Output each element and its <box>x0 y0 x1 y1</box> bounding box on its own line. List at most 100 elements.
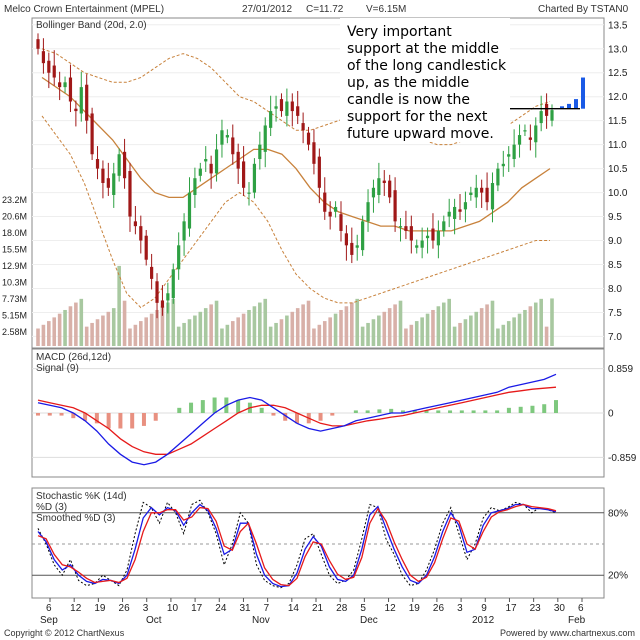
volume-bar <box>366 322 370 346</box>
volume-bar <box>166 302 170 346</box>
macd-axis: 0.859 0 -0.859 <box>608 364 637 464</box>
date-tick-label: 19 <box>409 603 421 614</box>
macd-histogram-bar <box>271 413 276 416</box>
volume-bar <box>187 319 192 346</box>
date-tick-label: 12 <box>385 603 397 614</box>
volume-bar <box>241 313 246 346</box>
volume-bar <box>144 317 149 346</box>
candle-body <box>68 77 73 102</box>
candle-body <box>312 142 316 164</box>
volume-bar <box>155 309 159 346</box>
price-tick-label: 8.5 <box>608 260 622 271</box>
date-tick-label: 9 <box>481 603 487 614</box>
volume-bar <box>528 306 533 346</box>
macd-line <box>37 373 557 466</box>
price-tick-label: 12.0 <box>608 92 628 103</box>
candle-body <box>485 187 489 203</box>
month-label: Dec <box>360 615 378 626</box>
stochastic-d-line <box>37 503 557 588</box>
annotation-line: support at the middle <box>347 41 499 57</box>
volume-bar <box>506 321 511 346</box>
volume-bar <box>193 315 197 346</box>
candle-body <box>534 125 538 143</box>
macd-lines <box>37 373 557 466</box>
date-tick-label: 6 <box>46 603 52 614</box>
annotation-line: future upward move. <box>347 126 494 142</box>
macd-histogram-bar <box>365 410 370 413</box>
volume-bar <box>79 298 84 346</box>
candle-body <box>214 149 219 174</box>
candle-body <box>361 221 365 251</box>
candle-body <box>474 187 478 198</box>
candle-body <box>112 173 116 195</box>
volume-bar <box>441 302 446 346</box>
candle-body <box>160 300 165 308</box>
price-tick-label: 10.0 <box>608 188 628 199</box>
volume-bar <box>539 298 543 346</box>
volume-bar <box>404 328 408 346</box>
volume-tick-label: 7.73M <box>2 294 27 304</box>
volume-bar <box>128 328 132 346</box>
candle-body <box>544 103 549 116</box>
macd-histogram-bar <box>471 410 476 413</box>
date-tick-label: 24 <box>215 603 227 614</box>
volume-bar <box>431 309 435 346</box>
candle-body <box>274 106 278 109</box>
candle-body <box>339 214 343 231</box>
candle-body <box>269 111 273 128</box>
date-tick-label: 28 <box>336 603 348 614</box>
candlesticks <box>36 33 585 319</box>
stoch-d-label: %D (3) <box>36 502 67 513</box>
macd-label: MACD (26d,12d) <box>36 352 111 363</box>
volume-tick-label: 23.2M <box>2 195 27 205</box>
date-tick-label: 3 <box>143 603 149 614</box>
volume-tick-label: 5.15M <box>2 311 27 321</box>
candle-body <box>355 245 359 248</box>
macd-histogram-bar <box>495 410 500 413</box>
candle-body <box>480 187 484 193</box>
volume-bar <box>447 298 451 346</box>
volume-bar <box>263 298 268 346</box>
candle-body <box>198 168 202 176</box>
volume-bar <box>106 311 111 346</box>
volume-bar <box>322 321 327 346</box>
volume-bar <box>344 306 349 346</box>
price-panel <box>31 17 605 349</box>
projection-bar <box>574 99 578 109</box>
candle-body <box>366 202 370 222</box>
volume-bar <box>133 324 138 346</box>
volume-bar <box>409 324 414 346</box>
bollinger-label: Bollinger Band (20d, 2.0) <box>36 20 147 31</box>
macd-histogram-bar <box>483 410 488 413</box>
volume-bar <box>182 322 186 346</box>
volume-bar <box>149 313 154 346</box>
volume-bar <box>398 300 403 346</box>
volume-tick-label: 2.58M <box>2 327 27 337</box>
volume-bar <box>90 322 94 346</box>
candle-body <box>409 226 413 241</box>
candle-body <box>139 226 143 241</box>
annotation-line: candle is now the <box>347 92 470 108</box>
volume-bar <box>393 304 397 346</box>
bollinger-middle <box>41 76 551 232</box>
candle-body <box>231 137 235 155</box>
volume-bar <box>382 311 387 346</box>
footer-copyright: Copyright © 2012 ChartNexus <box>4 628 125 638</box>
date-tick-label: 30 <box>554 603 566 614</box>
candle-body <box>333 206 338 212</box>
stochastic-tick-label: 80% <box>608 508 628 519</box>
candle-body <box>220 130 224 145</box>
volume-bar <box>420 317 424 346</box>
price-tick-label: 11.5 <box>608 116 627 127</box>
candle-body <box>306 132 311 145</box>
macd-histogram-bar <box>448 410 453 413</box>
macd-histogram-bar <box>130 413 135 429</box>
price-tick-label: 9.0 <box>608 236 622 247</box>
stochastic-smoothed-line <box>37 503 557 587</box>
candle-body <box>177 245 181 270</box>
candle-body <box>501 163 505 167</box>
charted-by: Charted By TSTAN0 <box>538 4 629 15</box>
month-label: 2012 <box>472 615 495 626</box>
volume-bar <box>84 326 89 346</box>
macd-histogram-bar <box>330 413 335 416</box>
